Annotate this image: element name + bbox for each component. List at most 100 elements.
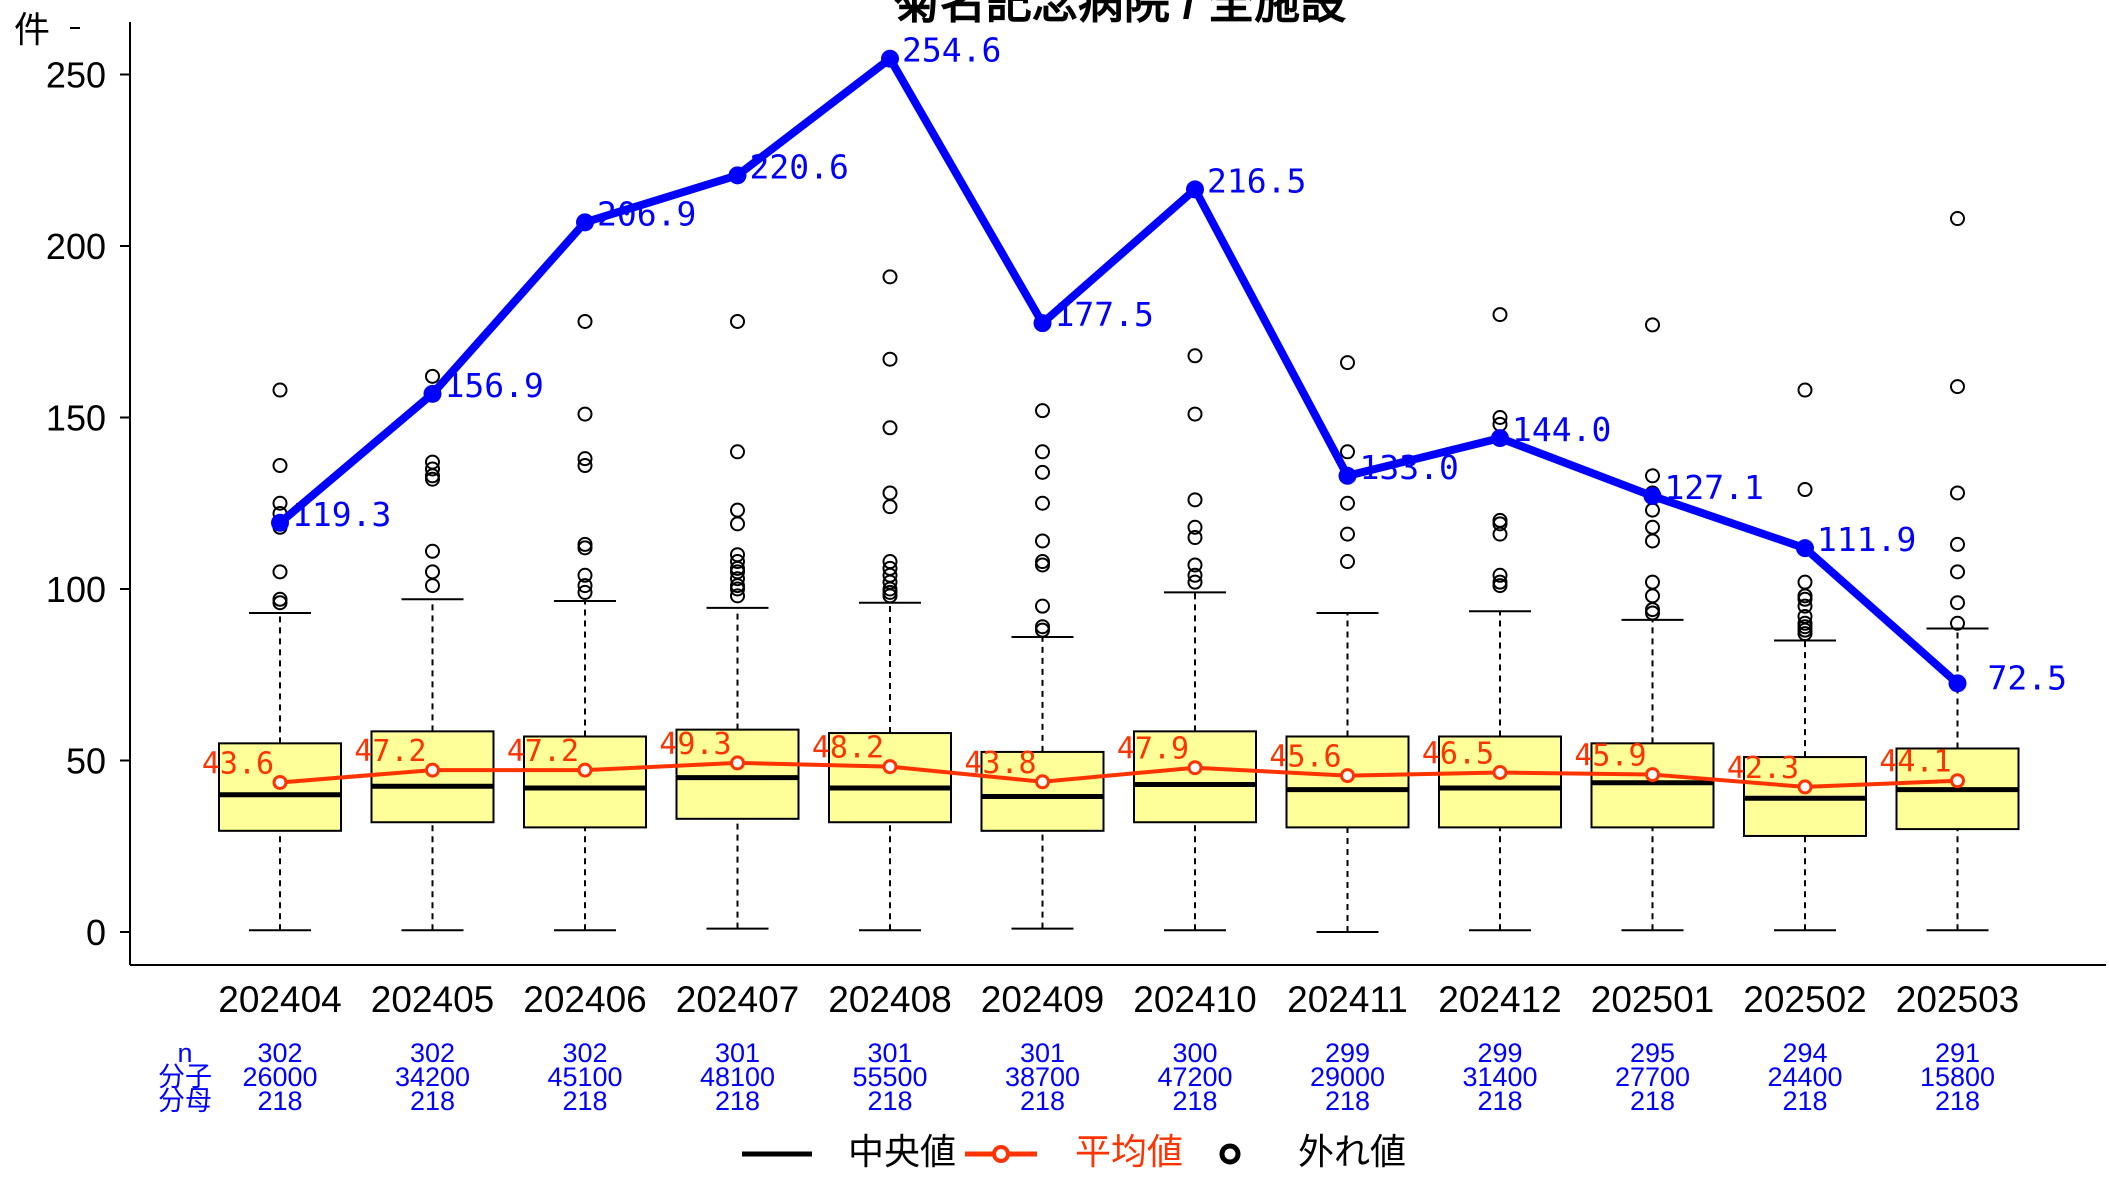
hospital-point xyxy=(1338,466,1357,485)
stats-numerator: 29000 xyxy=(1310,1062,1385,1092)
whiskers xyxy=(249,591,1989,933)
stats-n: 299 xyxy=(1325,1038,1370,1068)
legend-outlier-marker xyxy=(1219,1143,1241,1165)
y-axis-label: 件 xyxy=(14,9,50,50)
outlier-point xyxy=(730,516,745,532)
outlier-point xyxy=(272,382,288,398)
hospital-point xyxy=(728,166,747,185)
box xyxy=(1590,742,1715,829)
box xyxy=(1438,735,1562,829)
hospital-point xyxy=(1796,539,1814,558)
mean-point xyxy=(425,762,440,778)
outlier-point xyxy=(1035,619,1050,635)
stats-denominator: 218 xyxy=(1630,1086,1675,1116)
stats-n: 302 xyxy=(257,1038,302,1068)
outlier-point xyxy=(1340,355,1355,371)
outlier-point xyxy=(1645,533,1660,549)
stats-denominator: 218 xyxy=(715,1086,760,1116)
y-tick-label: 200 xyxy=(46,226,106,267)
outlier-point xyxy=(882,420,898,436)
outlier-point xyxy=(577,406,593,422)
stats-n: 295 xyxy=(1630,1038,1675,1068)
stats-n: 294 xyxy=(1782,1038,1827,1068)
mean-point xyxy=(1950,773,1965,789)
outlier-point xyxy=(1187,348,1203,364)
outlier-point xyxy=(1035,464,1050,480)
boxes xyxy=(218,728,2020,837)
stats-numerator: 31400 xyxy=(1462,1062,1537,1092)
outlier-point xyxy=(882,351,898,367)
outlier-point xyxy=(425,543,440,559)
legend-outlier-label: 外れ値 xyxy=(1298,1131,1406,1172)
stats-numerator: 34200 xyxy=(395,1062,470,1092)
y-tick-label: 150 xyxy=(46,398,106,439)
y-tick-label: 0 xyxy=(86,912,106,953)
outlier-point xyxy=(730,588,745,604)
outlier-point xyxy=(577,313,593,329)
outlier-point xyxy=(1797,615,1813,631)
stats-numerator: 15800 xyxy=(1920,1062,1995,1092)
stats-n: 301 xyxy=(715,1038,760,1068)
stats-denominator: 218 xyxy=(1172,1086,1217,1116)
x-tick-label: 202404 xyxy=(218,979,341,1020)
outlier-point xyxy=(1645,502,1660,518)
outlier-point xyxy=(272,591,288,607)
outlier-point xyxy=(272,564,288,580)
y-tick-label: 50 xyxy=(66,741,106,782)
outlier-point xyxy=(882,269,898,285)
stats-table: n分子分母30226000218302342002183024510021830… xyxy=(158,1038,1995,1116)
outlier-point xyxy=(577,578,593,594)
outlier-point xyxy=(882,499,898,515)
x-tick-label: 202408 xyxy=(828,979,951,1020)
stats-numerator: 26000 xyxy=(242,1062,317,1092)
outlier-point xyxy=(1492,307,1508,323)
hospital-series-line xyxy=(277,54,1961,687)
mean-data-label: 43.8 xyxy=(964,746,1036,781)
stats-numerator: 24400 xyxy=(1767,1062,1842,1092)
hospital-data-label: 133.0 xyxy=(1360,448,1459,487)
outlier-point xyxy=(1035,495,1050,511)
hospital-data-label: 177.5 xyxy=(1055,295,1154,334)
outlier-point xyxy=(425,578,440,594)
stats-denominator: 218 xyxy=(410,1086,455,1116)
y-ticks: 0 50 100 150 200 250 xyxy=(46,55,130,953)
stats-numerator: 48100 xyxy=(700,1062,775,1092)
outlier-point xyxy=(425,564,440,580)
outlier-point xyxy=(1950,615,1965,631)
stats-denominator: 218 xyxy=(867,1086,912,1116)
hospital-data-label: 119.3 xyxy=(292,495,391,534)
stats-numerator: 27700 xyxy=(1615,1062,1690,1092)
mean-data-label: 47.2 xyxy=(507,734,579,769)
mean-point xyxy=(577,762,593,778)
outlier-point xyxy=(730,444,745,460)
outlier-point xyxy=(1340,495,1355,511)
mean-data-label: 49.3 xyxy=(659,727,731,762)
outlier-point xyxy=(1492,574,1508,590)
outlier-point xyxy=(882,485,898,501)
x-tick-label: 202501 xyxy=(1591,979,1714,1020)
stats-numerator: 47200 xyxy=(1157,1062,1232,1092)
chart-title: 菊名記念病院 / 全施設 xyxy=(894,0,1346,28)
hospital-point xyxy=(271,513,289,532)
stats-n: 301 xyxy=(867,1038,912,1068)
mean-data-label: 47.2 xyxy=(354,734,426,769)
mean-data-label: 44.1 xyxy=(1879,745,1951,780)
stats-n: 302 xyxy=(410,1038,455,1068)
x-tick-label: 202410 xyxy=(1133,979,1256,1020)
outlier-point xyxy=(730,502,745,518)
outlier-point xyxy=(1187,406,1203,422)
outlier-point xyxy=(1035,403,1050,419)
outlier-point xyxy=(577,584,593,600)
outlier-point xyxy=(425,461,440,477)
x-tick-label: 202409 xyxy=(981,979,1104,1020)
hospital-point xyxy=(1033,314,1052,333)
hospital-data-label: 144.0 xyxy=(1512,410,1611,449)
outlier-point xyxy=(1645,519,1660,535)
outlier-point xyxy=(1797,482,1813,498)
stats-denominator: 218 xyxy=(257,1086,302,1116)
mean-data-label: 45.6 xyxy=(1269,740,1341,775)
outlier-point xyxy=(1797,598,1813,614)
stats-denominator: 218 xyxy=(1935,1086,1980,1116)
outlier-point xyxy=(1645,317,1660,333)
